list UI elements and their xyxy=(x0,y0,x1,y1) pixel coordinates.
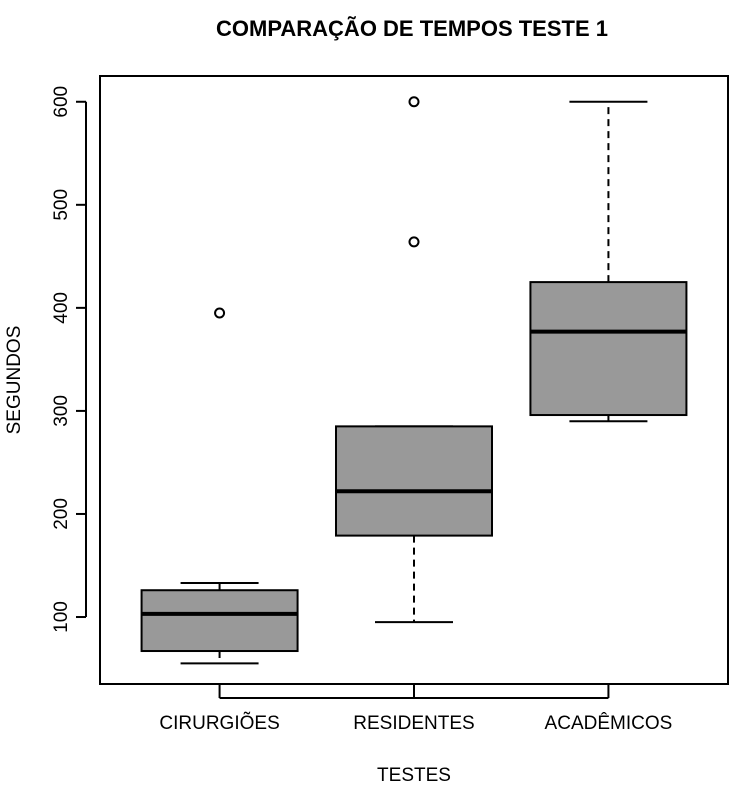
outlier-point xyxy=(214,307,226,319)
y-axis-label: SEGUNDOS xyxy=(4,326,25,435)
chart-title: COMPARAÇÃO DE TEMPOS TESTE 1 xyxy=(216,16,608,41)
y-axis: 100 200 300 400 500 600 xyxy=(51,86,87,633)
x-axis: CIRURGIÕES RESIDENTES ACADÊMICOS xyxy=(159,684,672,734)
y-tick-label: 500 xyxy=(51,189,72,221)
box-1 xyxy=(335,96,493,624)
y-tick-label: 100 xyxy=(51,601,72,633)
y-tick-label: 400 xyxy=(51,292,72,324)
y-tick-label: 200 xyxy=(51,498,72,530)
iqr-box xyxy=(335,425,493,537)
x-tick-label: ACADÊMICOS xyxy=(545,712,673,734)
iqr-box xyxy=(140,589,299,653)
outlier-point xyxy=(408,96,420,108)
boxes-layer xyxy=(140,96,688,665)
x-axis-label: TESTES xyxy=(377,765,451,786)
y-tick-label: 300 xyxy=(51,395,72,427)
x-tick-label: CIRURGIÕES xyxy=(159,712,279,734)
iqr-box xyxy=(529,281,688,417)
box-0 xyxy=(140,307,299,665)
box-2 xyxy=(529,100,688,423)
x-tick-label: RESIDENTES xyxy=(353,713,474,734)
outlier-point xyxy=(408,236,420,248)
y-tick-label: 600 xyxy=(51,86,72,118)
